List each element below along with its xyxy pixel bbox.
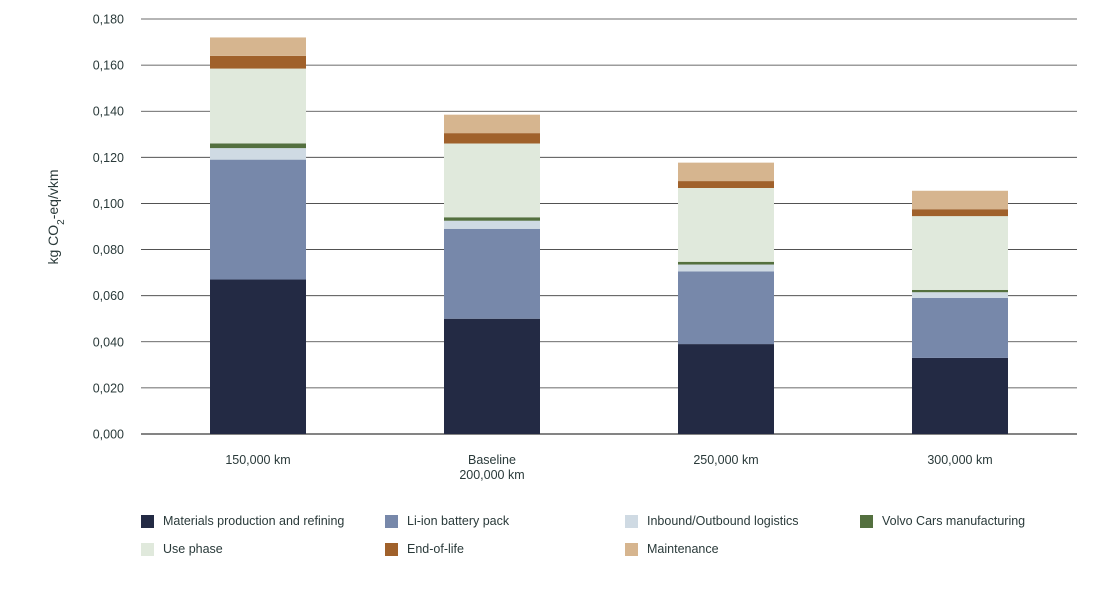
- bar-segment: [444, 217, 540, 221]
- y-tick-label: 0,080: [93, 243, 124, 257]
- bar-segment: [210, 143, 306, 149]
- bar-segment: [912, 289, 1008, 293]
- legend-item: End-of-life: [385, 542, 464, 556]
- legend: Materials production and refining Li-ion …: [141, 514, 1081, 570]
- x-category-label: Baseline: [468, 453, 516, 467]
- legend-swatch: [141, 514, 154, 528]
- bar-segment: [678, 344, 774, 434]
- legend-item: Materials production and refining: [141, 514, 344, 528]
- legend-swatch: [860, 514, 873, 528]
- y-tick-label: 0,020: [93, 381, 124, 395]
- bar-segment: [678, 264, 774, 272]
- legend-item: Volvo Cars manufacturing: [860, 514, 1025, 528]
- bar-segment: [210, 159, 306, 280]
- bar-segment: [444, 228, 540, 319]
- bar-segment: [678, 187, 774, 262]
- bar-segment: [678, 271, 774, 345]
- legend-label: Use phase: [163, 542, 223, 556]
- legend-swatch: [141, 542, 154, 556]
- legend-label: Li-ion battery pack: [407, 514, 510, 528]
- legend-item: Inbound/Outbound logistics: [625, 514, 799, 528]
- bar-segment: [210, 148, 306, 160]
- y-tick-label: 0,180: [93, 13, 124, 27]
- stacked-bar-chart: 0,000 0,020 0,040 0,060 0,080 0,100 0,120 0,140…: [45, 13, 1077, 482]
- bar-segment: [444, 220, 540, 229]
- y-axis-title: kg CO2-eq/vkm: [45, 169, 67, 264]
- y-tick-label: 0,120: [93, 151, 124, 165]
- y-tick-label: 0,060: [93, 289, 124, 303]
- x-category-label: 200,000 km: [459, 468, 524, 482]
- y-tick-label: 0,140: [93, 105, 124, 119]
- y-axis-title-pre: kg CO: [45, 225, 61, 265]
- x-category-label: 300,000 km: [927, 453, 992, 467]
- bar-segment: [444, 133, 540, 144]
- bar-segment: [678, 261, 774, 265]
- x-category-label: 150,000 km: [225, 453, 290, 467]
- legend-label: Volvo Cars manufacturing: [882, 514, 1026, 528]
- y-axis-title-post: -eq/vkm: [45, 169, 61, 219]
- x-category-label: 250,000 km: [693, 453, 758, 467]
- y-tick-label: 0,160: [93, 59, 124, 73]
- bar-segment: [444, 143, 540, 218]
- legend-label: End-of-life: [407, 542, 464, 556]
- legend-swatch: [625, 514, 638, 528]
- bar-segment: [912, 292, 1008, 298]
- bar-segment: [912, 297, 1008, 358]
- bar-segment: [444, 114, 540, 134]
- bar-segment: [678, 162, 774, 182]
- bar-segment: [210, 68, 306, 144]
- y-axis-ticks: 0,000 0,020 0,040 0,060 0,080 0,100 0,120 0,140…: [93, 13, 124, 442]
- bar-segment: [210, 55, 306, 69]
- legend-swatch: [625, 542, 638, 556]
- legend-item: Li-ion battery pack: [385, 514, 509, 528]
- bar-segment: [912, 357, 1008, 434]
- bar-segment: [678, 181, 774, 188]
- bar-segment: [912, 209, 1008, 217]
- legend-item: Maintenance: [625, 542, 719, 556]
- legend-row: Use phase End-of-life Maintenance: [141, 542, 1081, 570]
- bar-segment: [210, 279, 306, 434]
- y-tick-label: 0,100: [93, 197, 124, 211]
- y-tick-label: 0,040: [93, 335, 124, 349]
- y-axis-title-sub: 2: [56, 219, 67, 225]
- bars: [210, 37, 1008, 434]
- legend-swatch: [385, 542, 398, 556]
- legend-row: Materials production and refining Li-ion …: [141, 514, 1081, 542]
- bar-segment: [912, 216, 1008, 290]
- bar-segment: [210, 37, 306, 56]
- legend-label: Maintenance: [647, 542, 719, 556]
- y-tick-label: 0,000: [93, 428, 124, 442]
- legend-item: Use phase: [141, 542, 223, 556]
- legend-label: Inbound/Outbound logistics: [647, 514, 799, 528]
- legend-label: Materials production and refining: [163, 514, 345, 528]
- bar-segment: [444, 318, 540, 434]
- legend-swatch: [385, 514, 398, 528]
- bar-segment: [912, 190, 1008, 210]
